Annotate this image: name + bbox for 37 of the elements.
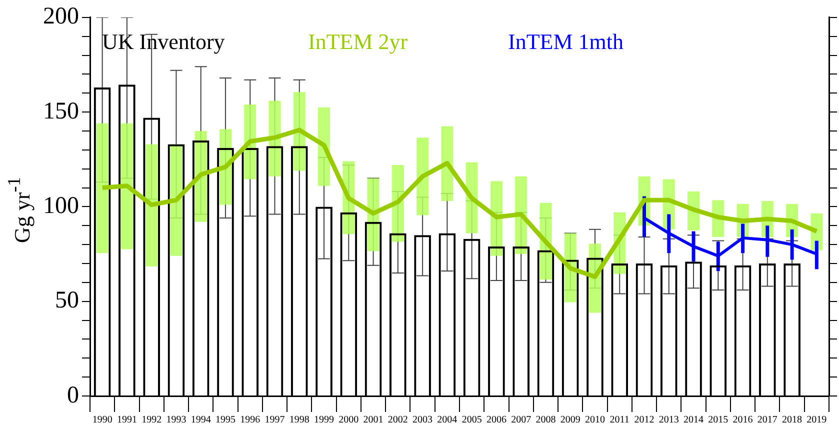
x-tick-label: 2001 [363, 414, 384, 426]
x-tick-label: 2012 [634, 414, 654, 426]
x-tick-label: 2019 [806, 414, 827, 426]
text: InTEM 2yr [308, 29, 408, 54]
x-tick-label: 2004 [437, 414, 458, 426]
x-tick-label: 1998 [289, 414, 310, 426]
x-tick-label: 2008 [536, 414, 556, 426]
x-tick-label: 1997 [264, 414, 285, 426]
x-tick-label: 2015 [708, 414, 728, 426]
x-tick-label: 2014 [684, 414, 704, 426]
x-tick-label: 2011 [610, 414, 630, 426]
x-tick-label: 1992 [142, 414, 162, 426]
x-tick-label: 2009 [560, 414, 580, 426]
x-tick-label: 2017 [757, 414, 778, 426]
x-tick-label: 2003 [412, 414, 433, 426]
x-tick-label: 2002 [388, 414, 408, 426]
x-tick-label: 2005 [462, 414, 482, 426]
x-tick-label: 1993 [166, 414, 186, 426]
x-tick-label: 1994 [190, 414, 211, 426]
x-tick-label: 2018 [782, 414, 802, 426]
x-tick-label: 1996 [240, 414, 260, 426]
text: InTEM 1mth [508, 29, 624, 54]
x-tick-label: 2016 [732, 414, 753, 426]
x-tick-label: 2006 [486, 414, 506, 426]
y-tick-label: 200 [43, 4, 79, 30]
y-tick-label: 150 [43, 98, 79, 124]
x-tick-label: 1990 [92, 414, 112, 426]
x-tick-label: 2010 [584, 414, 605, 426]
y-tick-label: 100 [43, 192, 79, 219]
x-tick-label: 2013 [658, 414, 679, 426]
y-tick-label: 0 [67, 382, 79, 408]
x-tick-label: 2007 [511, 414, 532, 426]
x-tick-label: 1999 [314, 414, 334, 426]
y-tick-label: 50 [55, 288, 79, 314]
x-tick-label: 2000 [338, 414, 359, 426]
x-tick-label: 1991 [116, 414, 137, 426]
x-tick-label: 1995 [215, 414, 236, 426]
